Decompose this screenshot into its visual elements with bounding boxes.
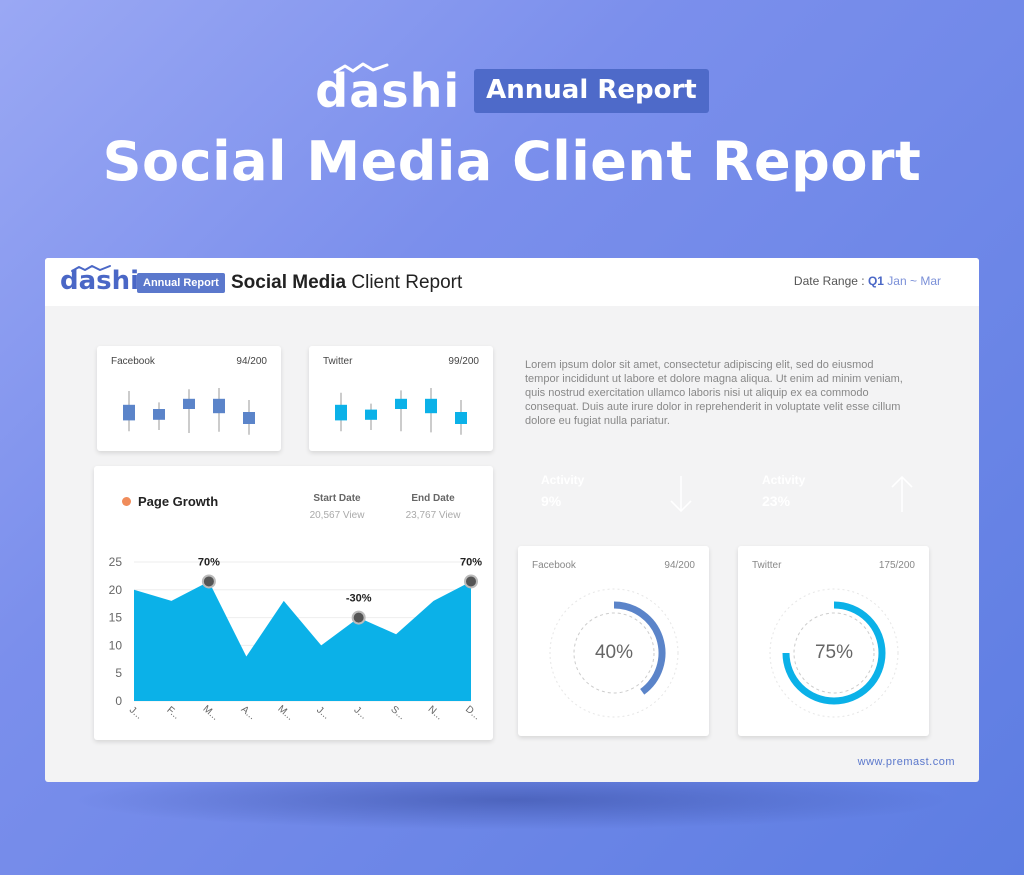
donut-percent: 40% (594, 642, 634, 663)
footer-link[interactable]: www.premast.com (857, 756, 955, 768)
page-growth-dot-icon (122, 497, 131, 506)
area-series (134, 581, 471, 701)
y-tick-label: 20 (109, 583, 123, 597)
x-tick-label: S... (388, 704, 407, 722)
logo-wave-icon (71, 265, 111, 272)
x-tick-label: J... (352, 705, 369, 722)
data-point-marker (201, 574, 216, 589)
hero-logo: dashi (315, 62, 460, 114)
data-point-marker (351, 610, 366, 625)
panel-count: 175/200 (878, 560, 915, 571)
x-tick-label: J... (127, 705, 144, 722)
facebook-candle-chart (123, 388, 255, 435)
x-tick-label: J... (314, 705, 331, 722)
candle-body (213, 398, 225, 414)
activity-label: Activity (762, 473, 806, 487)
y-tick-label: 5 (115, 666, 122, 680)
panel-label: Twitter (323, 356, 353, 367)
date-range: Date Range : Q1 Jan ~ Mar (794, 274, 941, 288)
data-label: 70% (460, 556, 482, 568)
donut-outer-ring (769, 588, 899, 718)
header-logo: dashi (60, 265, 140, 296)
hero-brand: dashi Annual Report (0, 62, 1024, 120)
panel-label: Facebook (111, 356, 155, 367)
activity-value: 9% (541, 493, 562, 509)
start-date-label: Start Date (313, 493, 361, 504)
panel-count: 94/200 (236, 356, 267, 367)
twitter-donut-chart (769, 588, 899, 718)
donut-percent: 75% (814, 642, 854, 663)
y-tick-label: 25 (109, 555, 123, 569)
header-badge: Annual Report (137, 273, 225, 293)
candle-body (395, 398, 407, 409)
candle-body (153, 409, 165, 420)
data-label: 70% (198, 556, 220, 568)
end-date-label: End Date (411, 493, 455, 504)
header-title: Social Media Client Report (231, 272, 462, 294)
date-range-months: Jan ~ Mar (883, 274, 941, 288)
description-text: Lorem ipsum dolor sit amet, consectetur … (525, 359, 903, 427)
activity-tile-down: Activity 9% (517, 463, 709, 523)
y-tick-label: 10 (109, 638, 123, 652)
header-logo-text: dashi (60, 266, 140, 296)
facebook-candle-panel: Facebook 94/200 (97, 346, 281, 451)
facebook-donut-chart (549, 588, 679, 718)
data-point-marker (464, 574, 478, 589)
hero-title: Social Media Client Report (102, 130, 922, 193)
up-arrow-icon (891, 475, 913, 512)
header-title-bold: Social Media (231, 272, 347, 293)
activity-label: Activity (541, 473, 585, 487)
activity-value: 23% (762, 493, 791, 509)
down-arrow-icon (670, 476, 692, 513)
x-tick-label: M... (201, 704, 221, 723)
hero-badge: Annual Report (474, 69, 709, 113)
x-tick-label: F... (164, 705, 181, 722)
x-tick-label: D... (463, 704, 482, 722)
hero-logo-text: dashi (315, 64, 461, 118)
logo-wave-icon (333, 62, 389, 74)
donut-outer-ring (549, 588, 679, 718)
twitter-candle-chart (335, 388, 467, 435)
candle-body (455, 412, 467, 424)
dashboard-card: dashi Annual Report Social Media Client … (45, 258, 979, 782)
y-tick-label: 15 (109, 611, 123, 625)
candle-body (243, 412, 255, 424)
start-date-value: 20,567 View (309, 510, 365, 521)
donut-arc (613, 601, 666, 695)
activity-tile-up: Activity 23% (738, 463, 930, 523)
candle-body (123, 404, 135, 421)
donut-arc (782, 601, 886, 705)
page-growth-title: Page Growth (138, 494, 219, 509)
panel-label: Facebook (532, 560, 576, 571)
candle-body (365, 409, 377, 420)
panel-count: 94/200 (664, 560, 695, 571)
date-range-quarter: Q1 (867, 274, 884, 288)
twitter-candle-panel: Twitter 99/200 (309, 346, 493, 451)
data-label: -30% (346, 593, 372, 605)
donut-inner-ring (573, 612, 655, 694)
twitter-donut-panel: Twitter 175/200 75% (738, 546, 929, 736)
x-tick-label: N... (426, 704, 445, 722)
donut-inner-ring (793, 612, 875, 694)
end-date-value: 23,767 View (405, 510, 461, 521)
panel-count: 99/200 (448, 356, 479, 367)
facebook-donut-panel: Facebook 94/200 40% (518, 546, 709, 736)
page-growth-panel: Page Growth Start Date 20,567 View End D… (94, 466, 493, 740)
x-tick-label: M... (275, 704, 295, 723)
candle-body (425, 398, 437, 414)
card-header: dashi Annual Report Social Media Client … (45, 258, 979, 306)
x-tick-label: A... (239, 704, 258, 722)
candle-body (335, 404, 347, 421)
y-tick-label: 0 (115, 694, 122, 708)
candle-body (183, 398, 195, 409)
panel-label: Twitter (752, 560, 782, 571)
header-title-rest: Client Report (346, 272, 463, 293)
page-growth-chart: 0 5 10 15 20 25 J... F... M... A... M... J... J... S.… (109, 555, 483, 723)
date-range-label: Date Range : (793, 274, 868, 288)
